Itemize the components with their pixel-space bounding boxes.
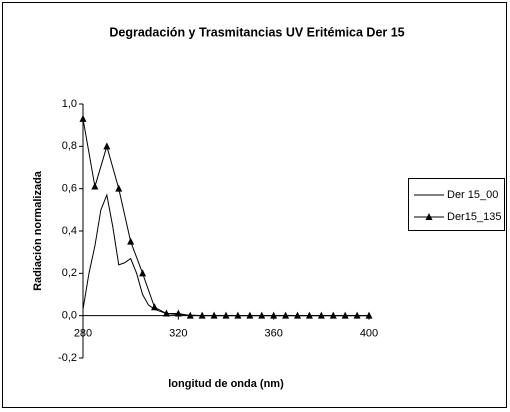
marker [151, 303, 158, 311]
marker [246, 311, 254, 319]
marker [282, 311, 290, 319]
x-tick-label: 320 [169, 328, 187, 340]
legend-label: Der15_135 [447, 211, 501, 223]
chart-title: Degradación y Trasmitancias UV Eritémica… [109, 25, 404, 39]
marker [317, 311, 325, 319]
y-tick-label: 0,4 [62, 225, 77, 237]
x-tick-label: 360 [264, 328, 282, 340]
marker [103, 142, 111, 150]
marker [79, 114, 87, 122]
marker [186, 311, 194, 319]
y-tick-label: 0,0 [62, 310, 77, 322]
legend [408, 178, 505, 231]
x-axis-label: longitud de onda (nm) [168, 378, 284, 390]
y-tick-label: 1,0 [62, 98, 77, 110]
y-tick-label: 0,6 [62, 183, 77, 195]
marker [174, 309, 182, 317]
y-tick-label: 0,2 [62, 267, 77, 279]
marker [222, 311, 230, 319]
marker [353, 311, 361, 319]
y-tick-label: -0,2 [58, 352, 77, 364]
legend-label: Der 15_00 [447, 189, 498, 201]
marker [139, 269, 147, 277]
y-axis-label: Radiación normalizada [32, 170, 44, 291]
marker [210, 311, 218, 319]
legend-marker [425, 213, 433, 220]
marker [294, 311, 301, 319]
marker [305, 311, 313, 319]
y-tick-label: 0,8 [62, 140, 77, 152]
marker [115, 184, 123, 192]
marker [162, 309, 170, 317]
marker [341, 311, 349, 319]
marker [270, 311, 278, 319]
marker [365, 311, 373, 319]
marker [91, 182, 99, 190]
x-tick-label: 280 [74, 328, 92, 340]
marker [198, 311, 206, 319]
marker [329, 311, 337, 319]
marker [258, 311, 266, 319]
marker [234, 311, 242, 319]
x-tick-label: 400 [360, 328, 378, 340]
marker [127, 237, 135, 245]
